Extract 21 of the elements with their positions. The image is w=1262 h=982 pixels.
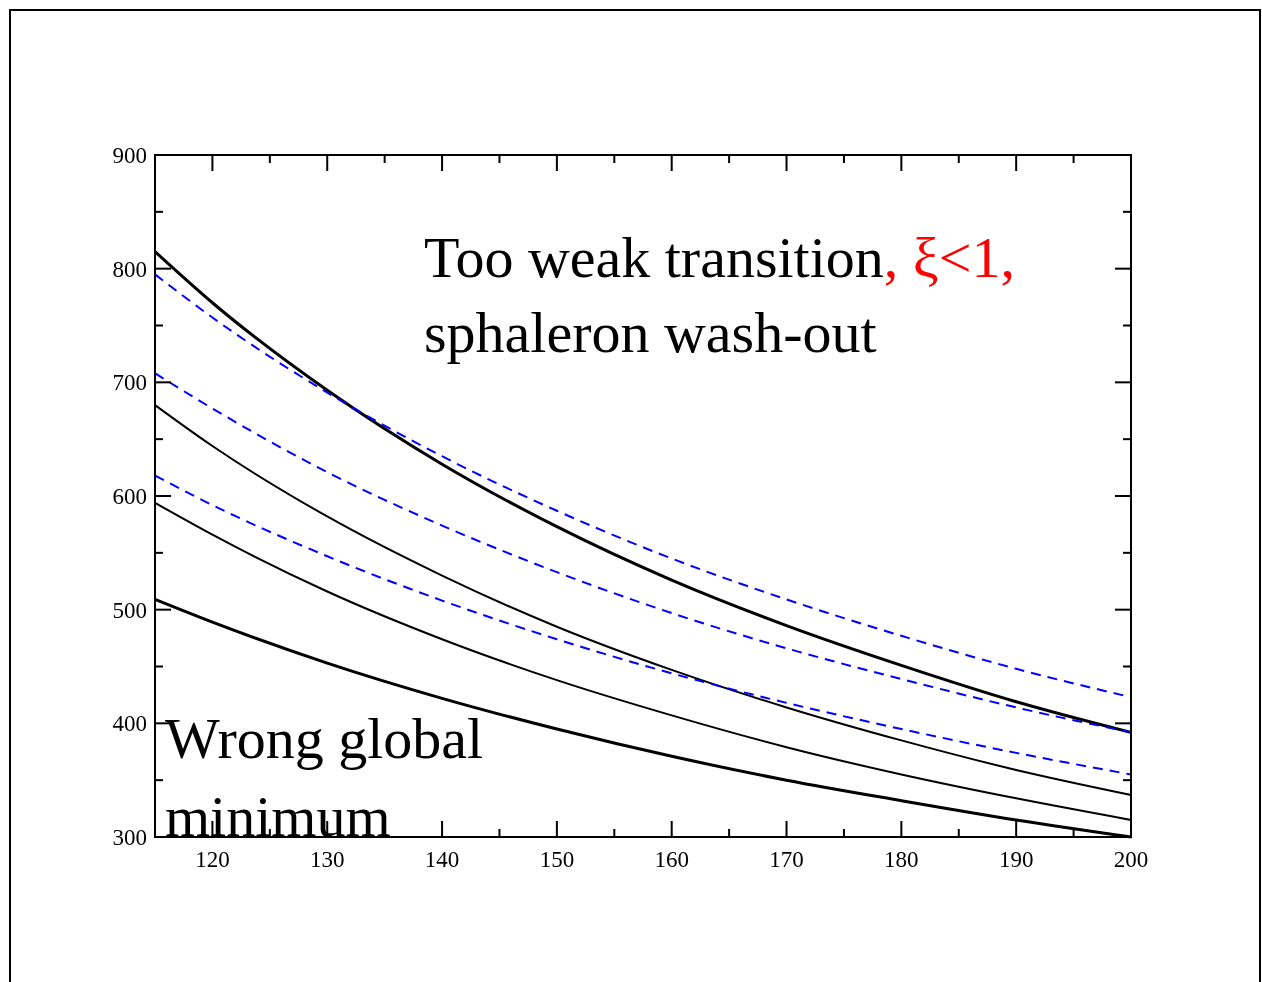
x-tick-label: 120	[195, 847, 230, 872]
annotation: Wrong global minimum	[165, 706, 484, 849]
x-tick-label: 170	[769, 847, 804, 872]
x-tick-label: 200	[1113, 847, 1149, 872]
x-tick-label: 180	[884, 847, 919, 872]
annotation: sphaleron wash-out	[424, 300, 877, 365]
annotation: Too weak transition	[424, 225, 884, 290]
x-tick-label: 150	[539, 847, 575, 872]
x-tick-label: 130	[309, 847, 345, 872]
y-tick-label: 800	[112, 256, 147, 282]
annotation: , ξ<1,	[883, 225, 1015, 290]
y-tick-label: 300	[112, 825, 147, 850]
x-tick-label: 190	[998, 847, 1034, 872]
y-tick-label: 700	[112, 370, 147, 396]
y-tick-label: 400	[112, 711, 147, 737]
line-series	[154, 474, 1132, 776]
y-tick-label: 500	[112, 597, 147, 623]
y-tick-label: 900	[112, 143, 147, 168]
x-tick-label: 140	[424, 847, 460, 872]
y-tick-label: 600	[112, 484, 147, 509]
x-tick-label: 160	[654, 847, 689, 872]
